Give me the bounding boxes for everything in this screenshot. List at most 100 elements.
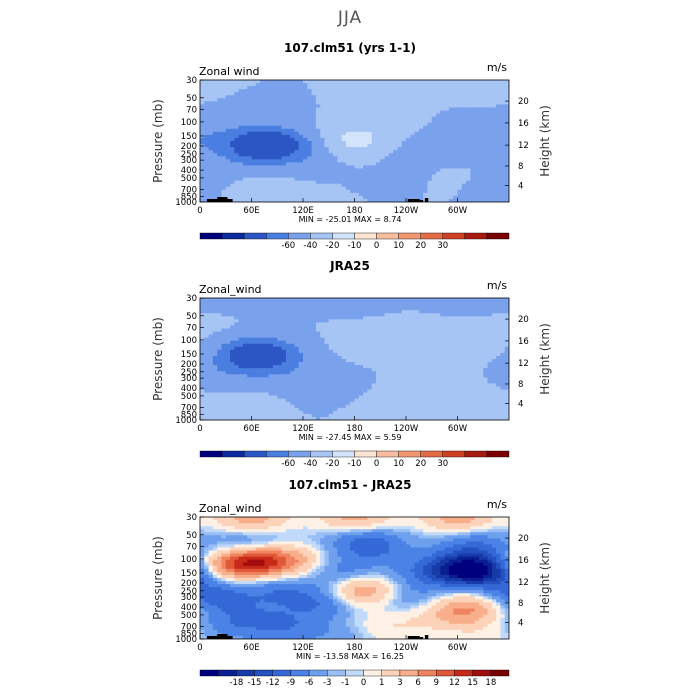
field-cell — [294, 380, 300, 384]
field-cell — [474, 192, 480, 197]
field-cell — [384, 310, 390, 314]
field-cell — [208, 92, 214, 96]
field-cell — [466, 298, 471, 302]
field-cell — [333, 171, 338, 176]
field-cell — [247, 346, 253, 351]
field-cell — [431, 355, 437, 360]
pressure-tick-label: 70 — [186, 105, 197, 115]
field-cell — [212, 113, 218, 118]
field-cell — [470, 168, 476, 173]
field-cell — [414, 125, 420, 130]
field-cell — [427, 137, 433, 142]
field-cell — [388, 359, 394, 363]
field-cell — [221, 325, 227, 330]
field-cell — [371, 137, 377, 142]
field-cell — [247, 89, 253, 93]
field-cell — [461, 304, 467, 308]
field-cell — [423, 119, 429, 124]
field-cell — [504, 307, 509, 311]
field-cell — [354, 131, 360, 136]
field-cell — [272, 301, 278, 305]
field-cell — [414, 137, 420, 142]
field-cell — [371, 113, 377, 118]
field-cell — [303, 162, 308, 166]
field-cell — [337, 192, 343, 197]
field-cell — [350, 198, 356, 202]
field-cell — [431, 368, 437, 372]
field-cell — [461, 101, 467, 105]
field-cell — [212, 322, 218, 327]
field-cell — [440, 307, 446, 311]
panel-title: 107.clm51 (yrs 1-1) — [284, 41, 416, 55]
field-cell — [401, 316, 407, 320]
field-cell — [440, 125, 446, 130]
field-cell — [290, 334, 296, 339]
field-cell — [238, 113, 244, 118]
field-cell — [298, 113, 304, 118]
field-cell — [251, 86, 257, 90]
field-cell — [461, 171, 467, 176]
field-cell — [427, 113, 433, 118]
field-cell — [388, 349, 394, 354]
field-cell — [358, 104, 364, 109]
field-cell — [423, 177, 429, 182]
field-cell — [474, 313, 480, 317]
field-cell — [255, 98, 261, 102]
field-cell — [406, 113, 411, 118]
field-cell — [401, 153, 407, 157]
field-cell — [418, 110, 424, 115]
field-cell — [272, 198, 278, 202]
field-cell — [478, 349, 484, 354]
field-cell — [410, 352, 416, 357]
field-cell — [367, 159, 373, 163]
field-cell — [423, 340, 429, 345]
field-cell — [367, 304, 373, 308]
field-cell — [393, 377, 399, 381]
field-cell — [324, 319, 330, 323]
field-cell — [225, 383, 231, 388]
field-cell — [320, 107, 326, 112]
field-cell — [337, 177, 343, 182]
field-cell — [242, 122, 248, 127]
field-cell — [242, 331, 248, 336]
field-cell — [436, 80, 441, 84]
field-cell — [483, 134, 489, 139]
field-cell — [290, 95, 296, 99]
field-cell — [478, 380, 484, 384]
field-cell — [410, 319, 416, 323]
field-cell — [341, 116, 347, 121]
field-cell — [345, 83, 351, 87]
field-cell — [311, 177, 317, 182]
field-cell — [354, 159, 360, 163]
field-cell — [234, 349, 240, 354]
field-cell — [384, 365, 390, 369]
field-cell — [483, 107, 489, 112]
field-cell — [448, 183, 454, 188]
field-cell — [242, 380, 248, 384]
field-cell — [333, 183, 338, 188]
field-cell — [444, 310, 450, 314]
field-cell — [260, 147, 265, 151]
field-cell — [225, 328, 231, 333]
field-cell — [453, 174, 459, 179]
field-cell — [358, 80, 364, 84]
field-cell — [341, 110, 347, 115]
field-cell — [406, 349, 411, 354]
field-cell — [461, 141, 467, 145]
field-cell — [423, 104, 429, 109]
field-cell — [315, 368, 321, 372]
field-cell — [337, 171, 343, 176]
field-cell — [204, 304, 210, 308]
field-cell — [496, 186, 502, 191]
field-cell — [217, 131, 223, 136]
field-cell — [384, 144, 390, 148]
field-cell — [290, 352, 296, 357]
field-cell — [496, 131, 502, 136]
field-cell — [358, 362, 364, 366]
field-cell — [268, 180, 274, 185]
field-cell — [255, 104, 261, 109]
field-cell — [431, 119, 437, 124]
field-cell — [380, 119, 386, 124]
field-cell — [453, 322, 459, 327]
field-cell — [375, 331, 381, 336]
